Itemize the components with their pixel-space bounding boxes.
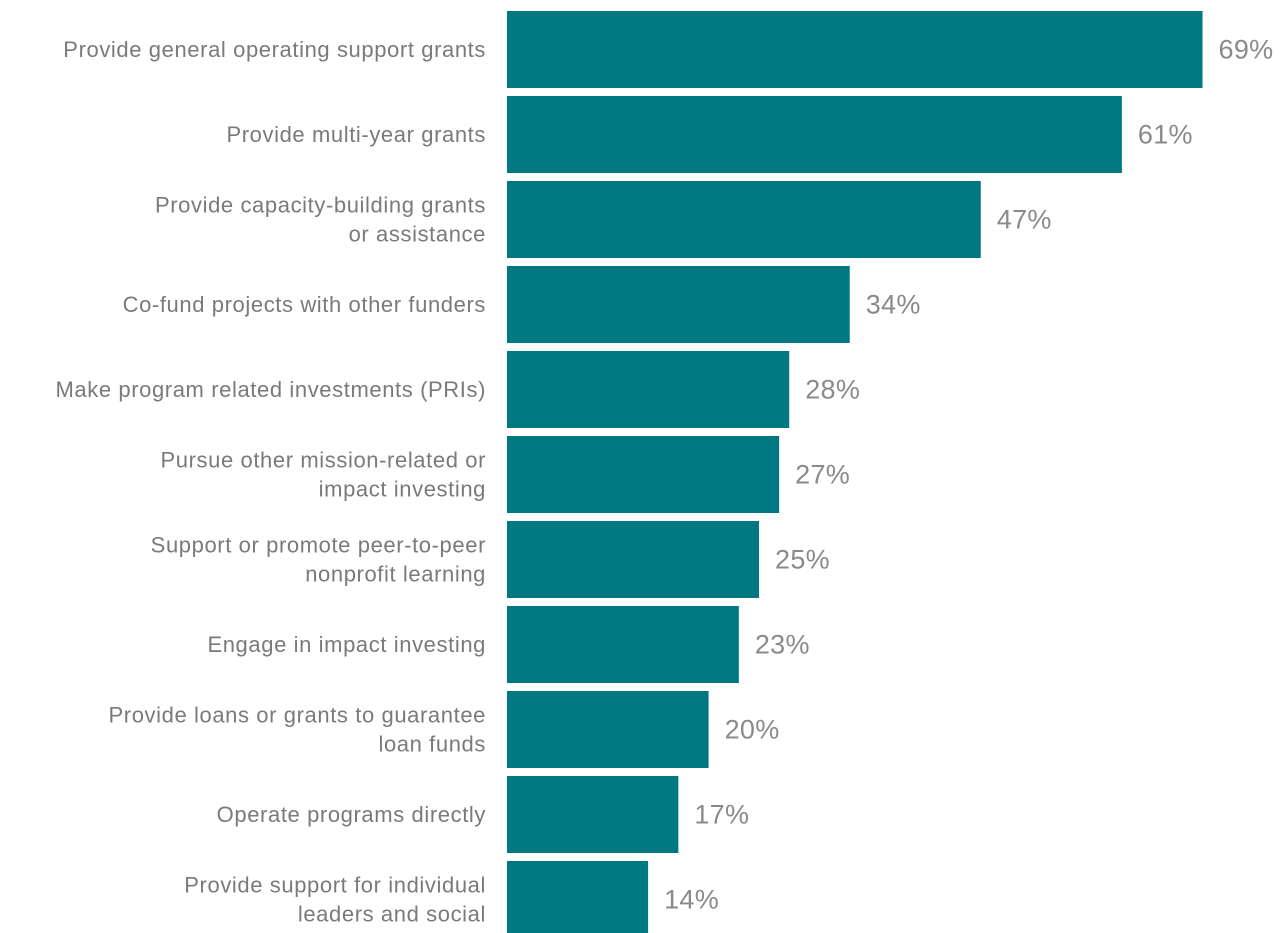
category-label-11: Provide support for individual leaders an… bbox=[184, 873, 486, 927]
category-label-line: Make program related investments (PRIs) bbox=[55, 377, 486, 402]
category-label-line: impact investing bbox=[319, 477, 486, 502]
bar-11 bbox=[507, 861, 649, 933]
category-label-line: loan funds bbox=[378, 732, 486, 757]
bar-9 bbox=[507, 691, 709, 768]
bar-7 bbox=[507, 521, 759, 598]
category-label-line: or assistance bbox=[349, 222, 486, 247]
value-label-8: 23% bbox=[755, 630, 810, 660]
category-label-line: Provide multi-year grants bbox=[226, 122, 486, 147]
category-label-2: Provide multi-year grants bbox=[226, 122, 486, 147]
category-label-6: Pursue other mission-related or impact in… bbox=[160, 448, 486, 502]
value-label-2: 61% bbox=[1138, 120, 1193, 150]
category-label-line: Provide loans or grants to guarantee bbox=[109, 703, 487, 728]
bar-3 bbox=[507, 181, 981, 258]
bar-10 bbox=[507, 776, 679, 853]
bar-2 bbox=[507, 96, 1122, 173]
value-label-11: 14% bbox=[664, 885, 719, 915]
value-label-1: 69% bbox=[1219, 35, 1274, 65]
category-labels-group: Provide general operating support grants… bbox=[55, 37, 487, 927]
category-label-7: Support or promote peer-to-peer nonprofit… bbox=[151, 533, 486, 587]
value-label-4: 34% bbox=[866, 290, 921, 320]
value-label-9: 20% bbox=[725, 715, 780, 745]
category-label-5: Make program related investments (PRIs) bbox=[55, 377, 486, 402]
category-label-line: Engage in impact investing bbox=[207, 632, 486, 657]
value-label-7: 25% bbox=[775, 545, 830, 575]
category-label-line: Provide general operating support grants bbox=[63, 37, 486, 62]
bar-5 bbox=[507, 351, 790, 428]
value-labels-group: 69% 61% 47% 34% 28% 27% 25% 23% 20% 17% 14% bbox=[664, 35, 1273, 915]
category-label-4: Co-fund projects with other funders bbox=[123, 292, 486, 317]
category-label-1: Provide general operating support grants bbox=[63, 37, 486, 62]
category-label-line: Co-fund projects with other funders bbox=[123, 292, 486, 317]
value-label-6: 27% bbox=[795, 460, 850, 490]
category-label-line: nonprofit learning bbox=[305, 562, 486, 587]
value-label-10: 17% bbox=[694, 800, 749, 830]
category-label-line: Support or promote peer-to-peer bbox=[151, 533, 486, 558]
bar-6 bbox=[507, 436, 780, 513]
value-label-5: 28% bbox=[805, 375, 860, 405]
bar-4 bbox=[507, 266, 850, 343]
category-label-line: Operate programs directly bbox=[217, 802, 486, 827]
value-label-3: 47% bbox=[997, 205, 1052, 235]
category-label-9: Provide loans or grants to guarantee loan… bbox=[109, 703, 487, 757]
bars-group bbox=[507, 11, 1203, 933]
category-label-line: Pursue other mission-related or bbox=[160, 448, 486, 473]
category-label-line: Provide capacity-building grants bbox=[155, 193, 486, 218]
category-label-3: Provide capacity-building grants or assis… bbox=[155, 193, 486, 247]
category-label-line: leaders and social bbox=[298, 902, 486, 927]
bar-1 bbox=[507, 11, 1203, 88]
bar-8 bbox=[507, 606, 739, 683]
category-label-8: Engage in impact investing bbox=[207, 632, 486, 657]
category-label-line: Provide support for individual bbox=[184, 873, 486, 898]
category-label-10: Operate programs directly bbox=[217, 802, 486, 827]
